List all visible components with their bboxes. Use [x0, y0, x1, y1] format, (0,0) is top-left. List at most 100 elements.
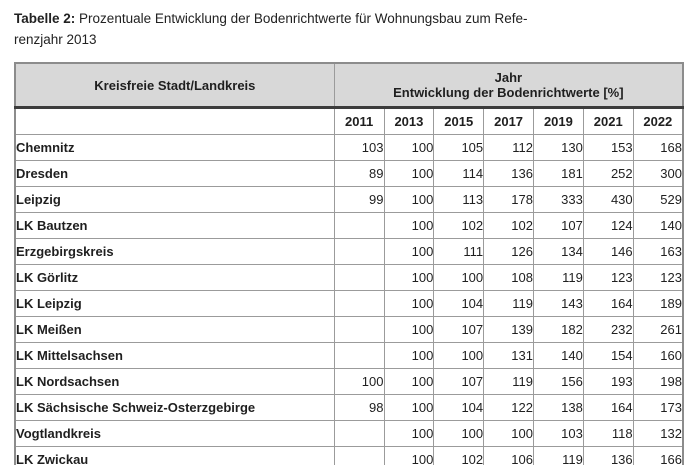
- table-row: Chemnitz 103 100 105 112 130 153 168: [14, 134, 684, 161]
- value-cell: 430: [582, 186, 634, 213]
- value-cell: [333, 446, 385, 465]
- table-row: Dresden 89 100 114 136 181 252 300: [14, 160, 684, 187]
- value-cell: 168: [632, 134, 684, 161]
- value-cell: 102: [433, 446, 485, 465]
- year-header-cell: 2011: [333, 107, 385, 135]
- year-group-header: Jahr Entwicklung der Bodenrichtwerte [%]: [333, 62, 684, 109]
- value-cell: 132: [632, 420, 684, 447]
- value-cell: 182: [532, 316, 584, 343]
- empty-corner-cell: [14, 107, 335, 135]
- value-cell: 113: [433, 186, 485, 213]
- region-cell: LK Görlitz: [14, 264, 335, 291]
- value-cell: 89: [333, 160, 385, 187]
- value-cell: 103: [333, 134, 385, 161]
- region-cell: Chemnitz: [14, 134, 335, 161]
- value-cell: 146: [582, 238, 634, 265]
- value-cell: 123: [582, 264, 634, 291]
- table-row: LK Leipzig 100 104 119 143 164 189: [14, 290, 684, 317]
- value-cell: 100: [383, 394, 435, 421]
- value-cell: 136: [483, 160, 534, 187]
- table-row: LK Meißen 100 107 139 182 232 261: [14, 316, 684, 343]
- value-cell: 261: [632, 316, 684, 343]
- year-header-row: 2011 2013 2015 2017 2019 2021 2022: [14, 107, 684, 135]
- region-cell: Vogtlandkreis: [14, 420, 335, 447]
- value-cell: 140: [632, 212, 684, 239]
- table-row: Leipzig 99 100 113 178 333 430 529: [14, 186, 684, 213]
- table-caption: Tabelle 2: Prozentuale Entwicklung der B…: [14, 8, 684, 50]
- value-cell: 130: [532, 134, 584, 161]
- value-cell: 119: [483, 368, 534, 395]
- table-row: LK Nordsachsen 100 100 107 119 156 193 198: [14, 368, 684, 395]
- region-cell: LK Bautzen: [14, 212, 335, 239]
- caption-text-line1: Prozentuale Entwicklung der Bodenrichtwe…: [79, 11, 528, 26]
- value-cell: 100: [433, 420, 485, 447]
- value-cell: 100: [383, 134, 435, 161]
- value-cell: 181: [532, 160, 584, 187]
- value-cell: 529: [632, 186, 684, 213]
- value-cell: 119: [532, 264, 584, 291]
- value-cell: 138: [532, 394, 584, 421]
- value-cell: 166: [632, 446, 684, 465]
- value-cell: 108: [483, 264, 534, 291]
- value-cell: 118: [582, 420, 634, 447]
- value-cell: 100: [383, 420, 435, 447]
- value-cell: 105: [433, 134, 485, 161]
- region-column-header: Kreisfreie Stadt/Landkreis: [14, 62, 335, 109]
- value-cell: 107: [532, 212, 584, 239]
- value-cell: 100: [383, 212, 435, 239]
- table-row: LK Görlitz 100 100 108 119 123 123: [14, 264, 684, 291]
- region-cell: Erzgebirgskreis: [14, 238, 335, 265]
- value-cell: [333, 212, 385, 239]
- value-cell: [333, 264, 385, 291]
- value-cell: 106: [483, 446, 534, 465]
- year-header-cell: 2022: [632, 107, 684, 135]
- caption-label: Tabelle 2:: [14, 11, 76, 26]
- region-cell: LK Zwickau: [14, 446, 335, 465]
- value-cell: 154: [582, 342, 634, 369]
- value-cell: 178: [483, 186, 534, 213]
- year-header-cell: 2021: [582, 107, 634, 135]
- value-cell: 232: [582, 316, 634, 343]
- region-cell: LK Sächsische Schweiz-Osterzgebirge: [14, 394, 335, 421]
- value-cell: 126: [483, 238, 534, 265]
- table-row: LK Zwickau 100 102 106 119 136 166: [14, 446, 684, 465]
- value-cell: 140: [532, 342, 584, 369]
- year-header-cell: 2013: [383, 107, 435, 135]
- table-row: Erzgebirgskreis 100 111 126 134 146 163: [14, 238, 684, 265]
- value-cell: 300: [632, 160, 684, 187]
- value-cell: [333, 342, 385, 369]
- value-cell: [333, 238, 385, 265]
- value-cell: 153: [582, 134, 634, 161]
- value-cell: 100: [383, 238, 435, 265]
- value-cell: 156: [532, 368, 584, 395]
- value-cell: 252: [582, 160, 634, 187]
- table-row: Vogtlandkreis 100 100 100 103 118 132: [14, 420, 684, 447]
- value-cell: 198: [632, 368, 684, 395]
- value-cell: 103: [532, 420, 584, 447]
- value-cell: 123: [632, 264, 684, 291]
- value-cell: 122: [483, 394, 534, 421]
- year-header-cell: 2019: [532, 107, 584, 135]
- value-cell: 100: [383, 290, 435, 317]
- value-cell: 102: [433, 212, 485, 239]
- bodenrichtwerte-table: Kreisfreie Stadt/Landkreis Jahr Entwickl…: [14, 62, 684, 465]
- value-cell: 164: [582, 290, 634, 317]
- year-group-title: Jahr: [494, 70, 523, 85]
- value-cell: 124: [582, 212, 634, 239]
- region-cell: Leipzig: [14, 186, 335, 213]
- value-cell: 189: [632, 290, 684, 317]
- value-cell: 100: [483, 420, 534, 447]
- table-row: LK Bautzen 100 102 102 107 124 140: [14, 212, 684, 239]
- value-cell: 100: [333, 368, 385, 395]
- table-body: Chemnitz 103 100 105 112 130 153 168 Dresden 89 10…: [14, 134, 684, 465]
- value-cell: 333: [532, 186, 584, 213]
- year-header-cell: 2017: [483, 107, 534, 135]
- value-cell: 100: [383, 160, 435, 187]
- caption-text-line2: renzjahr 2013: [14, 32, 97, 47]
- value-cell: 104: [433, 394, 485, 421]
- value-cell: 112: [483, 134, 534, 161]
- value-cell: 100: [433, 342, 485, 369]
- value-cell: 100: [383, 264, 435, 291]
- region-cell: LK Mittelsachsen: [14, 342, 335, 369]
- value-cell: 107: [433, 368, 485, 395]
